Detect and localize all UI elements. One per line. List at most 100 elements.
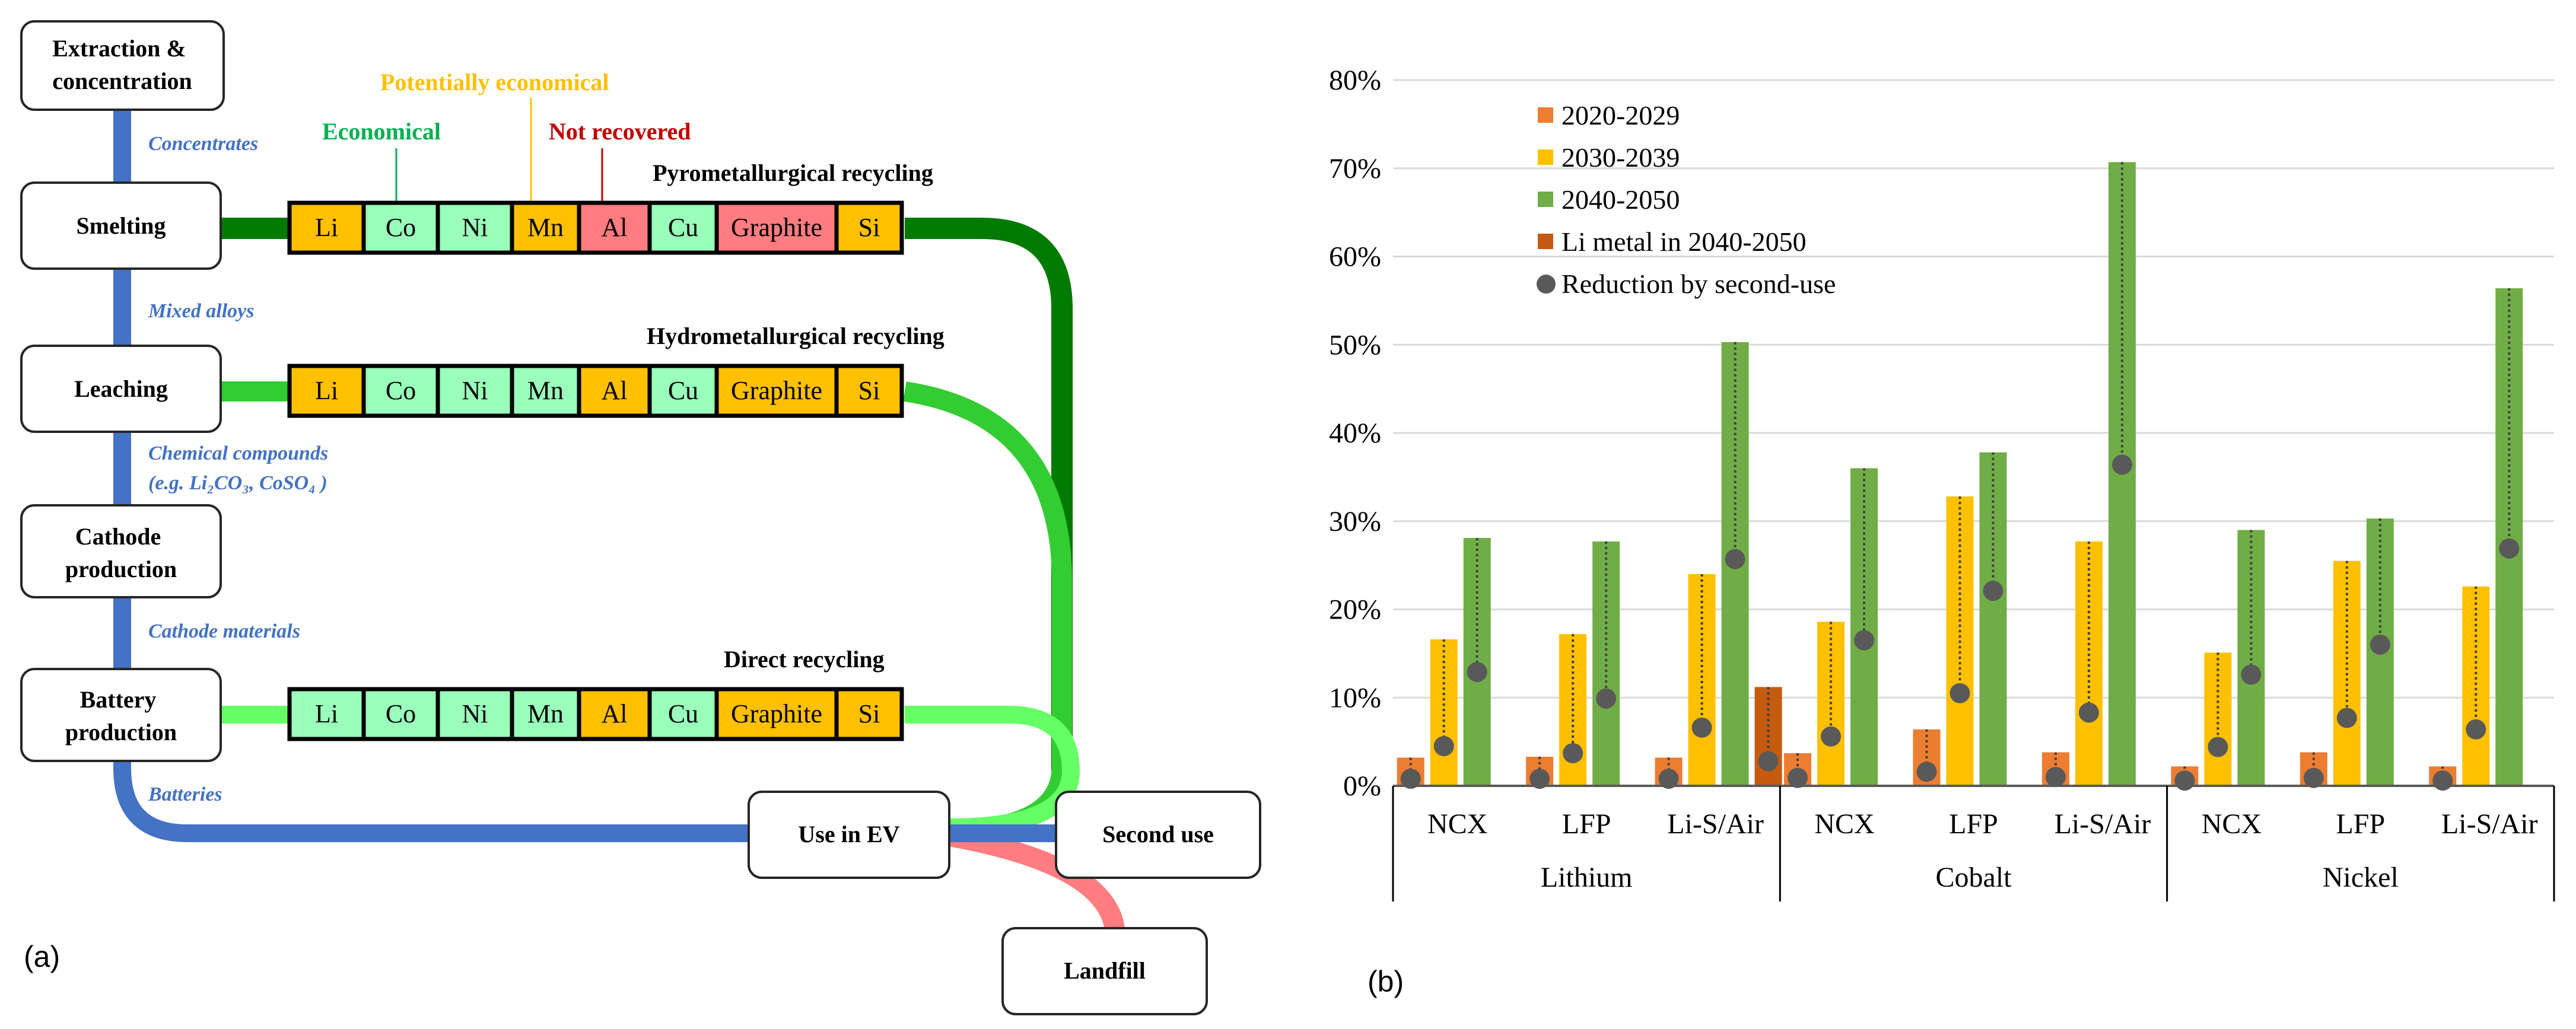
legend-label: 2040-2050 (1561, 184, 1680, 215)
material-label: Si (858, 699, 880, 728)
bar-2030-2039 (1430, 639, 1458, 786)
panel-a: Extraction & concentration Smelting Leac… (20, 20, 1261, 1015)
legend-item: 2040-2050 (1538, 184, 1680, 215)
reduction-marker (1529, 769, 1550, 789)
flow-label-cathode-materials: Cathode materials (148, 620, 300, 642)
material-cell-mn: Mn (510, 364, 581, 418)
bar-2030-2039 (2075, 541, 2103, 786)
reduction-marker (2303, 767, 2324, 788)
route-title-direct: Direct recycling (724, 646, 885, 673)
bar-2030-2039 (2204, 652, 2232, 786)
legend-label: Li metal in 2040-2050 (1561, 227, 1807, 257)
stage-box-smelting[interactable]: Smelting (20, 181, 222, 270)
material-strips: Li Co Ni Mn Al Cu Graphite Si Li Co Ni Mn Al Cu Graphi… (287, 200, 904, 741)
category-4 (1913, 452, 2007, 786)
x-tick-label: Li-S/Air (1667, 808, 1764, 840)
reduction-marker (2174, 770, 2195, 791)
stage-label: Battery (80, 686, 157, 713)
legend-label: 2030-2039 (1561, 142, 1680, 173)
category-7 (2300, 518, 2394, 788)
material-label: Ni (462, 699, 488, 728)
legend-swatch (1538, 149, 1553, 165)
panel-a-label: (a) (24, 940, 60, 973)
material-cell-si: Si (834, 687, 904, 741)
bar-2040-2050 (2237, 530, 2265, 786)
group-label: Lithium (1541, 862, 1633, 893)
material-cell-cu: Cu (647, 364, 719, 418)
flow-lines (113, 98, 1125, 938)
material-cell-co: Co (361, 687, 440, 741)
stage-box-use-ev[interactable]: Use in EV (748, 791, 950, 879)
stage-box-leaching[interactable]: Leaching (20, 345, 222, 433)
material-cell-bg (287, 364, 366, 418)
bar-2040-2050 (1850, 468, 1878, 786)
material-cell-bg (287, 687, 366, 741)
y-tick-label: 40% (1329, 418, 1381, 449)
flow-label-mixed-alloys: Mixed alloys (148, 300, 254, 322)
legend-label: Reduction by second-use (1561, 269, 1836, 299)
reduction-marker (1950, 683, 1970, 703)
material-cell-bg (510, 200, 581, 255)
bar-2030-2039 (1688, 574, 1716, 786)
material-label: Cu (668, 213, 698, 242)
material-label: Li (315, 213, 338, 242)
y-tick-label: 30% (1329, 506, 1381, 537)
pyro-output-flow (905, 218, 1073, 771)
material-cell-bg (287, 200, 366, 255)
stage-box-second-use[interactable]: Second use (1055, 791, 1261, 879)
material-cell-cu: Cu (647, 687, 719, 741)
reduction-marker (2111, 454, 2132, 475)
material-cell-al: Al (577, 687, 652, 741)
material-cell-li: Li (287, 364, 366, 418)
reduction-marker (1658, 769, 1679, 789)
stage-box-battery[interactable]: Battery production (20, 668, 222, 762)
bar-2030-2039 (2462, 586, 2490, 786)
svg-text:Battery production: Battery production (65, 686, 177, 746)
material-label: Li (315, 699, 338, 728)
reduction-marker (2208, 737, 2228, 757)
x-tick-label: LFP (1949, 808, 1998, 840)
reduction-marker (1916, 762, 1937, 782)
group-label: Cobalt (1936, 862, 2012, 893)
stage-box-landfill[interactable]: Landfill (1001, 927, 1208, 1015)
material-cell-bg (510, 364, 581, 418)
material-label: Co (386, 699, 416, 728)
legend-label: 2020-2029 (1561, 100, 1680, 130)
flow-label-chemical-compounds: Chemical compounds (148, 442, 328, 464)
reduction-marker (1758, 751, 1779, 772)
reduction-marker (1400, 769, 1421, 789)
material-cell-graphite: Graphite (714, 200, 839, 255)
material-cell-bg (361, 687, 440, 741)
material-label: Graphite (731, 376, 822, 405)
material-cell-bg (577, 200, 652, 255)
x-tick-label: NCX (1427, 808, 1487, 840)
stage-box-extraction[interactable]: Extraction & concentration (20, 20, 225, 111)
material-label: Co (386, 376, 416, 405)
svg-text:Extraction & concentra: Extraction & concentration (52, 35, 192, 94)
material-label: Si (858, 213, 880, 242)
material-cell-bg (361, 200, 440, 255)
chart-legend: 2020-2029 2030-2039 2040-2050 Li metal in 2… (1537, 100, 1836, 299)
flow-label-concentrates: Concentrates (148, 133, 258, 155)
svg-text:Cathode production: Cathode production (65, 523, 177, 582)
route-title-pyro: Pyrometallurgical recycling (653, 160, 933, 186)
reduction-marker (2045, 767, 2066, 788)
reduction-marker (1821, 726, 1842, 747)
material-cell-bg (647, 364, 719, 418)
group-label: Nickel (2323, 862, 2399, 893)
material-cell-li: Li (287, 200, 366, 255)
material-label: Mn (527, 699, 564, 728)
stage-box-cathode[interactable]: Cathode production (20, 504, 222, 598)
category-1 (1526, 541, 1620, 789)
legend-item: Li metal in 2040-2050 (1538, 227, 1807, 257)
material-label: Li (315, 376, 338, 405)
x-tick-label: Li-S/Air (2055, 808, 2151, 840)
material-cell-bg (714, 364, 839, 418)
reduction-marker (2370, 635, 2390, 655)
material-cell-bg (577, 364, 652, 418)
flow-label-chemical-examples: (e.g. Li₂CO₃, CoSO₄ ) (148, 472, 327, 494)
category-3 (1784, 468, 1878, 788)
material-cell-graphite: Graphite (714, 364, 839, 418)
material-cell-co: Co (361, 364, 440, 418)
x-tick-label: NCX (2202, 808, 2262, 840)
